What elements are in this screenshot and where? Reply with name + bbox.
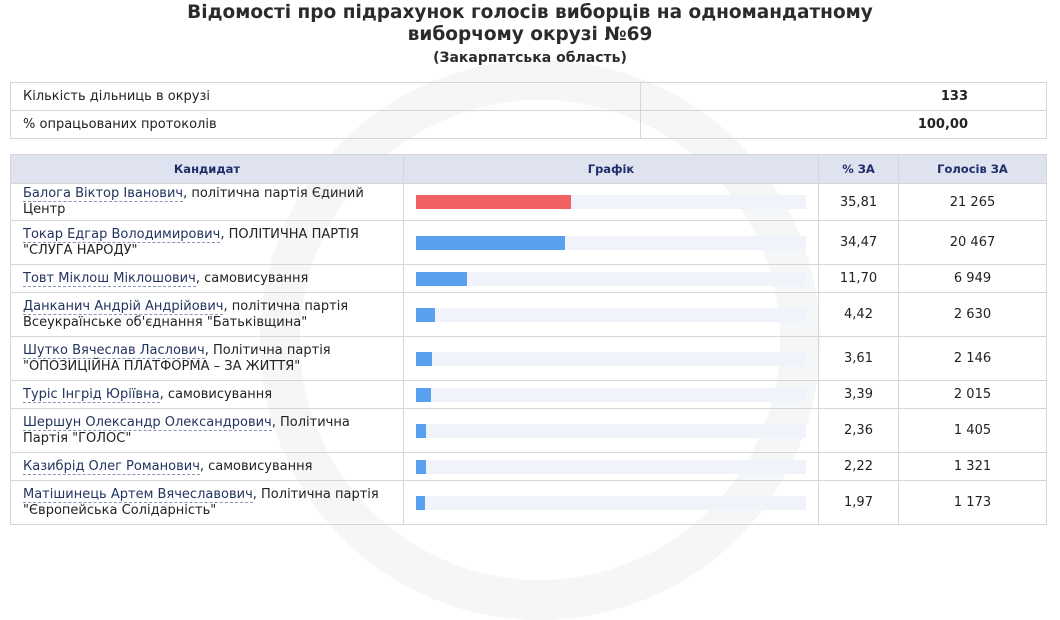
candidate-party: , Політична партія "ОПОЗИЦІЙНА ПЛАТФОРМА…	[23, 342, 331, 374]
candidate-row: Туріс Інгрід Юріївна, самовисування 3,39 2…	[10, 380, 1047, 409]
percent-cell: 4,42	[818, 292, 899, 337]
candidate-row: Токар Едгар Володимирович, ПОЛІТИЧНА ПАР…	[10, 220, 1047, 265]
candidate-party: , самовисування	[199, 458, 313, 474]
graph-cell	[403, 380, 819, 409]
candidate-cell: Балога Віктор Іванович, політична партія…	[10, 183, 404, 221]
vote-bar	[416, 495, 425, 510]
vote-bar-track	[416, 195, 806, 209]
percent-cell: 34,47	[818, 220, 899, 265]
page-title: Відомості про підрахунок голосів виборці…	[0, 2, 1060, 46]
vote-bar-track	[416, 495, 806, 510]
candidate-name-link[interactable]: Шутко Вячеслав Ласлович	[23, 342, 205, 359]
graph-cell	[403, 480, 819, 525]
votes-cell: 20 467	[898, 220, 1047, 265]
candidate-name-link[interactable]: Токар Едгар Володимирович	[23, 226, 221, 243]
candidate-name-link[interactable]: Балога Віктор Іванович	[23, 186, 184, 202]
percent-cell: 11,70	[818, 264, 899, 293]
vote-bar	[416, 387, 431, 402]
vote-bar-track	[416, 423, 806, 438]
percent-cell: 3,61	[818, 336, 899, 381]
candidate-row: Данканич Андрій Андрійович, політична па…	[10, 292, 1047, 337]
vote-bar	[416, 307, 436, 322]
candidate-row: Казибрід Олег Романович, самовисування 2,…	[10, 452, 1047, 481]
candidate-cell: Токар Едгар Володимирович, ПОЛІТИЧНА ПАР…	[10, 220, 404, 265]
header-candidate: Кандидат	[10, 154, 404, 184]
votes-cell: 2 630	[898, 292, 1047, 337]
candidate-row: Шутко Вячеслав Ласлович, Політична парті…	[10, 336, 1047, 381]
vote-bar-track	[416, 307, 806, 322]
percent-cell: 2,36	[818, 408, 899, 453]
percent-cell: 1,97	[818, 480, 899, 525]
vote-bar	[416, 271, 467, 286]
votes-cell: 1 173	[898, 480, 1047, 525]
candidate-cell: Туріс Інгрід Юріївна, самовисування	[10, 380, 404, 409]
info-value: 133	[639, 82, 1048, 111]
candidate-party: , Політична Партія "ГОЛОС"	[23, 414, 350, 446]
graph-cell	[403, 408, 819, 453]
candidate-row: Шершун Олександр Олександрович, Політичн…	[10, 408, 1047, 453]
percent-cell: 2,22	[818, 452, 899, 481]
candidate-row: Балога Віктор Іванович, політична партія…	[10, 183, 1047, 221]
vote-bar	[416, 195, 572, 209]
candidate-row: Товт Міклош Міклошович, самовисування 11,…	[10, 264, 1047, 293]
graph-cell	[403, 336, 819, 381]
vote-bar	[416, 351, 432, 366]
percent-cell: 35,81	[818, 183, 899, 221]
candidate-cell: Шершун Олександр Олександрович, Політичн…	[10, 408, 404, 453]
votes-cell: 2 146	[898, 336, 1047, 381]
candidate-name-link[interactable]: Шершун Олександр Олександрович	[23, 414, 272, 431]
info-row: % опрацьованих протоколів 100,00	[10, 110, 1048, 139]
graph-cell	[403, 264, 819, 293]
graph-cell	[403, 220, 819, 265]
vote-bar-track	[416, 235, 806, 250]
candidate-cell: Данканич Андрій Андрійович, політична па…	[10, 292, 404, 337]
votes-cell: 21 265	[898, 183, 1047, 221]
vote-bar-track	[416, 459, 806, 474]
votes-cell: 2 015	[898, 380, 1047, 409]
vote-bar	[416, 459, 426, 474]
candidate-row: Матішинець Артем Вячеславович, Політична…	[10, 480, 1047, 525]
candidate-party: , політична партія Єдиний Центр	[23, 186, 364, 217]
info-label: % опрацьованих протоколів	[10, 110, 641, 139]
candidate-cell: Матішинець Артем Вячеславович, Політична…	[10, 480, 404, 525]
header-percent: % ЗА	[818, 154, 899, 184]
candidate-cell: Казибрід Олег Романович, самовисування	[10, 452, 404, 481]
candidate-name-link[interactable]: Туріс Інгрід Юріївна	[23, 386, 160, 403]
info-value: 100,00	[639, 110, 1048, 139]
votes-cell: 1 321	[898, 452, 1047, 481]
results-table: Кандидат Графік % ЗА Голосів ЗА Балога В…	[10, 154, 1047, 525]
header-graph: Графік	[403, 154, 819, 184]
candidate-name-link[interactable]: Товт Міклош Міклошович	[23, 270, 196, 287]
candidate-name-link[interactable]: Данканич Андрій Андрійович	[23, 298, 224, 315]
candidate-name-link[interactable]: Казибрід Олег Романович	[23, 458, 200, 475]
title-line-2: виборчому окрузі №69	[407, 24, 653, 45]
candidate-party: , політична партія Всеукраїнське об'єдна…	[23, 298, 349, 330]
vote-bar-track	[416, 387, 806, 402]
title-line-1: Відомості про підрахунок голосів виборці…	[187, 2, 873, 23]
candidate-party: , ПОЛІТИЧНА ПАРТІЯ "СЛУГА НАРОДУ"	[23, 226, 359, 258]
votes-cell: 6 949	[898, 264, 1047, 293]
header-votes: Голосів ЗА	[898, 154, 1047, 184]
graph-cell	[403, 292, 819, 337]
candidate-name-link[interactable]: Матішинець Артем Вячеславович	[23, 486, 253, 503]
vote-bar-track	[416, 351, 806, 366]
info-row: Кількість дільниць в окрузі 133	[10, 82, 1048, 111]
candidate-cell: Товт Міклош Міклошович, самовисування	[10, 264, 404, 293]
vote-bar	[416, 423, 427, 438]
percent-cell: 3,39	[818, 380, 899, 409]
candidate-cell: Шутко Вячеслав Ласлович, Політична парті…	[10, 336, 404, 381]
candidate-party: , самовисування	[159, 386, 273, 402]
candidate-party: , самовисування	[195, 270, 309, 286]
region-subtitle: (Закарпатська область)	[433, 50, 627, 66]
vote-bar	[416, 235, 566, 250]
graph-cell	[403, 183, 819, 221]
graph-cell	[403, 452, 819, 481]
vote-bar-track	[416, 271, 806, 286]
results-header-row: Кандидат Графік % ЗА Голосів ЗА	[10, 154, 1047, 184]
info-label: Кількість дільниць в окрузі	[10, 82, 641, 111]
votes-cell: 1 405	[898, 408, 1047, 453]
district-info-table: Кількість дільниць в окрузі 133 % опраць…	[10, 82, 1048, 139]
